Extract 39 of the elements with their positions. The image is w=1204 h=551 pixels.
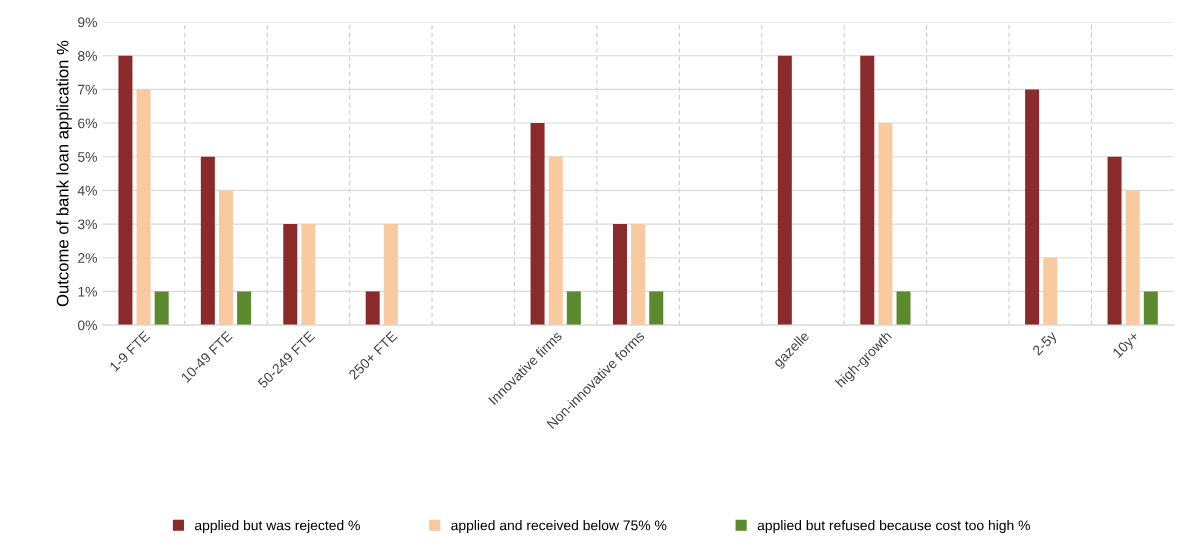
bar	[365, 291, 380, 326]
bar	[218, 190, 233, 326]
bar	[1107, 156, 1122, 326]
y-tick-label: 2%	[78, 253, 97, 263]
y-tick-label: 6%	[78, 118, 97, 129]
bar	[237, 291, 252, 326]
y-axis-title: Outcome of bank loan application %	[56, 40, 72, 307]
legend-label: applied but was rejected %	[194, 520, 360, 533]
bar	[283, 224, 298, 326]
bar	[154, 291, 169, 326]
bar	[1125, 190, 1140, 326]
bar	[301, 224, 316, 326]
y-tick-label: 7%	[78, 84, 97, 95]
bar	[896, 291, 911, 326]
bar	[118, 55, 133, 326]
y-tick-label: 3%	[77, 219, 97, 230]
bar	[878, 123, 893, 326]
bar	[566, 291, 581, 326]
bar	[383, 224, 398, 326]
bar	[612, 224, 627, 326]
legend-label: applied but refused because cost too high %	[757, 520, 1030, 533]
bar	[136, 89, 151, 326]
y-tick-label: 1%	[78, 286, 97, 297]
bar	[860, 55, 875, 326]
bar	[649, 291, 664, 326]
y-tick-label: 4%	[77, 185, 97, 196]
bar	[1043, 257, 1058, 326]
bar	[530, 123, 545, 326]
bar	[548, 156, 563, 326]
bar	[200, 156, 215, 326]
bar	[777, 55, 792, 326]
y-tick-label: 0%	[77, 320, 97, 331]
bar	[1025, 89, 1040, 326]
y-tick-label: 8%	[78, 51, 97, 61]
y-tick-label: 9%	[78, 17, 97, 28]
legend-label: applied and received below 75% %	[451, 520, 667, 533]
bar	[1143, 291, 1158, 326]
y-tick-label: 5%	[77, 152, 97, 162]
bar	[631, 224, 646, 326]
